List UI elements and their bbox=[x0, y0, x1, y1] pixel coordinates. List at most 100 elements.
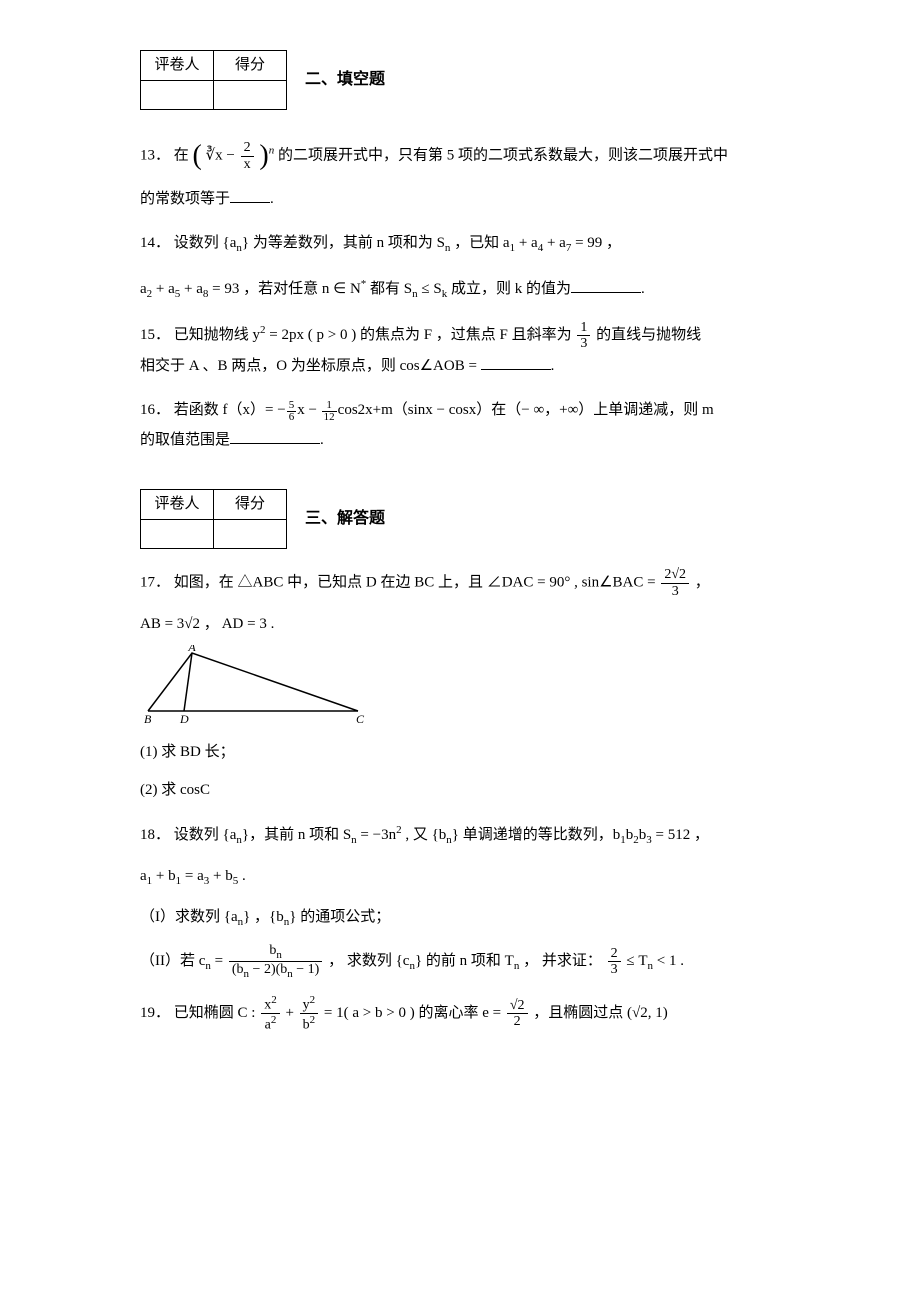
q19-tail: ，且椭圆过点 (√2, 1) bbox=[533, 1005, 667, 1021]
q18-l2b: + b bbox=[152, 868, 175, 884]
label-D: D bbox=[179, 712, 189, 726]
q14-tail: 成立，则 k 的值为 bbox=[447, 281, 571, 297]
q14-a2: a bbox=[140, 281, 147, 297]
label-C: C bbox=[356, 712, 365, 726]
q18-p1f: = 512 ， bbox=[652, 827, 709, 843]
q14-blank bbox=[571, 277, 641, 293]
q17-figure: A B D C bbox=[140, 645, 372, 727]
q19-t2de: 2 bbox=[310, 1014, 316, 1026]
q16-f2n: 1 bbox=[322, 400, 337, 411]
q19-t2d: b bbox=[303, 1018, 310, 1033]
q16-m2: cos2x+m（sinx − cosx）在（− ∞，+∞）上单调递减，则 m bbox=[338, 402, 714, 418]
q14-p1a: 设数列 {a bbox=[174, 235, 237, 251]
q15-l2: 相交于 A 、B 两点，O 为坐标原点，则 cos∠AOB = bbox=[140, 358, 481, 374]
q19-t1de: 2 bbox=[271, 1014, 277, 1026]
person-cell-3 bbox=[141, 520, 214, 549]
q19-en: √2 bbox=[507, 998, 528, 1013]
q15-end: . bbox=[551, 358, 555, 374]
q18-pIe: } 的通项公式； bbox=[289, 909, 390, 925]
score-cell-3 bbox=[214, 520, 287, 549]
q18-pI: （I）求数列 {a bbox=[140, 909, 238, 925]
q17-sub2: (2) 求 cosC bbox=[140, 775, 780, 805]
q19-t2ne: 2 bbox=[310, 994, 316, 1006]
question-16: 16． 若函数 f（x）= −56x − 112cos2x+m（sinx − c… bbox=[140, 395, 780, 455]
section-3-title: 三、解答题 bbox=[305, 505, 385, 534]
score-cell bbox=[214, 81, 287, 110]
q18-p1b: }，其前 n 项和 S bbox=[242, 827, 351, 843]
q14-pl2: + a bbox=[543, 235, 566, 251]
q18-efdm2: − 1) bbox=[293, 962, 320, 977]
q18-l2c: = a bbox=[181, 868, 204, 884]
score-table-3: 评卷人 得分 bbox=[140, 489, 287, 549]
q16-f1d: 6 bbox=[287, 411, 297, 423]
q15-blank bbox=[481, 354, 551, 370]
q18-pII: （II）若 c bbox=[140, 953, 205, 969]
q14-eq99: = 99 ， bbox=[571, 235, 621, 251]
q18-pIIe: } 的前 n 项和 T bbox=[415, 953, 514, 969]
label-A: A bbox=[187, 645, 196, 654]
q19-mid: = 1( a > b > 0 ) 的离心率 e = bbox=[324, 1005, 505, 1021]
q13-end: . bbox=[270, 191, 274, 207]
q15-fn: 1 bbox=[577, 320, 590, 335]
q15-p2: 的直线与抛物线 bbox=[592, 327, 701, 343]
q18-pIIm: ， 求数列 {c bbox=[328, 953, 409, 969]
q14-pl4: + a bbox=[180, 281, 203, 297]
q14-p1c: ，已知 a bbox=[450, 235, 509, 251]
q14-num: 14． bbox=[140, 235, 170, 251]
q19-plus: + bbox=[285, 1005, 297, 1021]
q18-eq: = bbox=[215, 953, 227, 969]
q14-pl3: + a bbox=[152, 281, 175, 297]
q18-efdm1: − 2)(b bbox=[249, 962, 287, 977]
question-19: 19． 已知椭圆 C : x2a2 + y2b2 = 1( a > b > 0 … bbox=[140, 994, 780, 1033]
q18-f2n: 2 bbox=[608, 946, 621, 961]
q16-l2: 的取值范围是 bbox=[140, 432, 230, 448]
q19-t1ne: 2 bbox=[271, 994, 277, 1006]
q13-pre: 在 bbox=[174, 147, 189, 163]
q13-num: 13． bbox=[140, 147, 170, 163]
q18-le: ≤ T bbox=[623, 953, 648, 969]
q15-eq: = 2px ( p > 0 ) 的焦点为 F ，过焦点 F 且斜率为 bbox=[266, 327, 576, 343]
q14-p1b: } 为等差数列，其前 n 项和为 S bbox=[242, 235, 445, 251]
q18-efdl: (b bbox=[232, 962, 244, 977]
q13-frac-n: 2 bbox=[241, 140, 254, 155]
q16-f2d: 12 bbox=[322, 411, 337, 423]
q13-exp: n bbox=[269, 144, 275, 156]
q18-pIIt: ， 并求证： bbox=[519, 953, 605, 969]
q18-lt1: < 1 . bbox=[653, 953, 684, 969]
q14-le: ≤ S bbox=[418, 281, 442, 297]
score-table-2: 评卷人 得分 bbox=[140, 50, 287, 110]
header-score: 得分 bbox=[214, 51, 287, 81]
header-person: 评卷人 bbox=[141, 51, 214, 81]
q17-fn: 2√2 bbox=[661, 567, 689, 582]
q13-tail: 的常数项等于 bbox=[140, 191, 230, 207]
q13-frac-d: x bbox=[241, 156, 254, 172]
label-B: B bbox=[144, 712, 152, 726]
q15-p1: 已知抛物线 y bbox=[174, 327, 260, 343]
q19-pre: 已知椭圆 C : bbox=[174, 1005, 259, 1021]
q13-expr: ( ∛x − 2x )n bbox=[193, 128, 275, 184]
q17-l2: AB = 3√2 ， AD = 3 . bbox=[140, 616, 274, 632]
section-2-header: 评卷人 得分 二、填空题 bbox=[140, 50, 780, 110]
q16-num: 16． bbox=[140, 402, 170, 418]
section-3-header: 评卷人 得分 三、解答题 bbox=[140, 489, 780, 549]
q15-num: 15． bbox=[140, 327, 170, 343]
q18-p1e: } 单调递增的等比数列，b bbox=[452, 827, 620, 843]
q13-mid: 的二项展开式中，只有第 5 项的二项式系数最大，则该二项展开式中 bbox=[278, 147, 728, 163]
q14-pl1: + a bbox=[515, 235, 538, 251]
q16-f1n: 5 bbox=[287, 400, 297, 411]
q17-comma: ， bbox=[691, 575, 710, 591]
q19-ed: 2 bbox=[507, 1013, 528, 1029]
question-18: 18． 设数列 {an}，其前 n 项和 Sn = −3n2 , 又 {bn} … bbox=[140, 819, 780, 980]
q18-l2a: a bbox=[140, 868, 147, 884]
q16-blank bbox=[230, 428, 320, 444]
q19-t2n: y bbox=[303, 998, 310, 1013]
q18-l2d: + b bbox=[209, 868, 232, 884]
q18-pIm: } ，{b bbox=[243, 909, 284, 925]
section-2-title: 二、填空题 bbox=[305, 66, 385, 95]
q18-p1a: 设数列 {a bbox=[174, 827, 237, 843]
q14-eq93: = 93 ，若对任意 n ∈ N bbox=[208, 281, 360, 297]
q14-end: . bbox=[641, 281, 645, 297]
q19-num: 19． bbox=[140, 1005, 170, 1021]
q17-num: 17． bbox=[140, 575, 170, 591]
question-15: 15． 已知抛物线 y2 = 2px ( p > 0 ) 的焦点为 F ，过焦点… bbox=[140, 319, 780, 381]
